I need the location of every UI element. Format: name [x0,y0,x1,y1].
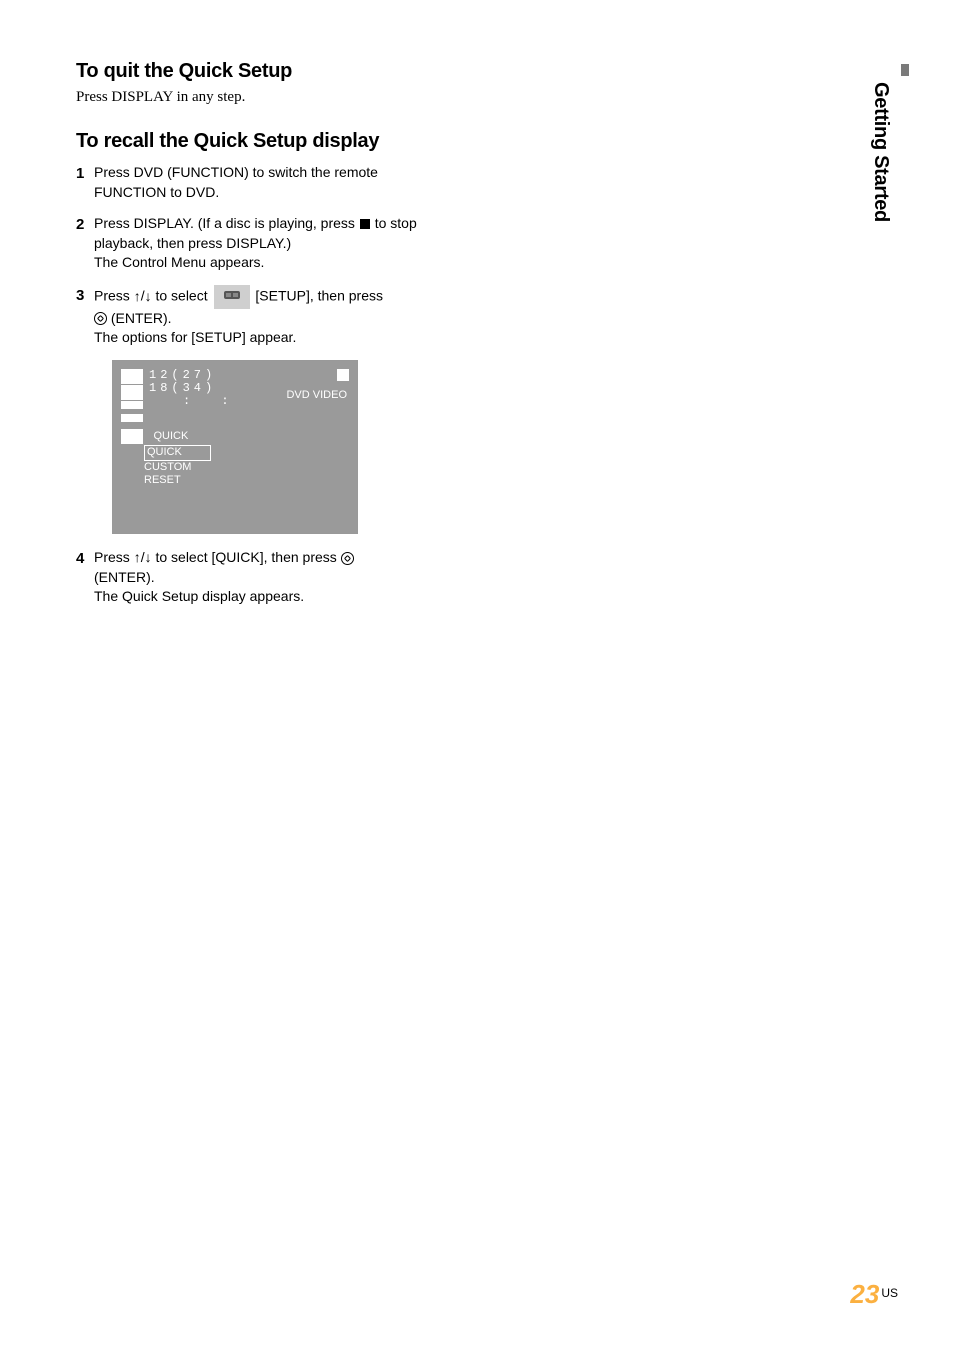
step2-line2: The Control Menu appears. [94,254,264,270]
quit-body: Press DISPLAY in any step. [76,89,596,106]
osd-top: 12(27) 18(34) : : [121,369,241,409]
down-arrow-icon: ↓ [145,287,152,307]
osd-submenu-reset: RESET [144,474,211,488]
step3-setup: [SETUP], then press [252,287,384,303]
osd-submenu-quick: QUICK [144,445,211,461]
osd-submenu-custom: CUSTOM [144,461,211,475]
up-arrow-icon: ↑ [134,287,141,307]
side-tab-marker [901,64,909,76]
osd-strip-icon [121,401,143,409]
osd-chapter-icon [121,385,143,400]
osd-dots: : : [149,395,241,408]
recall-heading: To recall the Quick Setup display [76,130,596,153]
step-body: Press ↑/↓ to select [QUICK], then press … [94,548,454,607]
enter-icon [341,552,354,565]
setup-icon-box [214,285,250,309]
step-1: 1 Press DVD (FUNCTION) to switch the rem… [76,163,596,202]
up-arrow-icon: ↑ [134,548,141,568]
step3-line2: The options for [SETUP] appear. [94,329,296,345]
setup-icon [224,289,240,301]
osd-icon-column [121,369,143,409]
step-number: 2 [76,214,94,273]
page-region: US [881,1286,898,1300]
enter-icon [94,312,107,325]
step-4: 4 Press ↑/↓ to select [QUICK], then pres… [76,548,596,607]
osd-numbers: 12(27) 18(34) : : [149,369,241,409]
osd-setup-icon [121,429,143,444]
stop-icon [360,219,370,229]
step4-line2: The Quick Setup display appears. [94,588,304,604]
step-number: 4 [76,548,94,607]
osd-screenshot: 12(27) 18(34) : : DVD VIDEO QUICK QUICK … [112,360,358,534]
page-num-value: 23 [850,1279,879,1309]
osd-title-icon [121,369,143,384]
step-body: Press DISPLAY. (If a disc is playing, pr… [94,214,454,273]
down-arrow-icon: ↓ [145,548,152,568]
main-content: To quit the Quick Setup Press DISPLAY in… [76,60,596,619]
osd-line1: 12(27) [149,369,241,382]
step2-pre: Press DISPLAY. (If a disc is playing, pr… [94,215,359,231]
step4-mid: to select [QUICK], then press [152,549,341,565]
osd-strip-icon-2 [121,414,143,422]
step4-pre: Press [94,549,134,565]
side-tab: Getting Started [869,64,899,274]
step-number: 1 [76,163,94,202]
page-number: 23US [850,1279,898,1310]
step-body: Press ↑/↓ to select [SETUP], then press … [94,285,474,348]
osd-disc-type: DVD VIDEO [286,389,347,401]
osd-submenu: QUICK CUSTOM RESET [144,445,211,488]
step-number: 3 [76,285,94,348]
step4-enter: (ENTER). [94,569,155,585]
step-body: Press DVD (FUNCTION) to switch the remot… [94,163,454,202]
osd-play-indicator [337,369,349,381]
osd-menu-label: QUICK [153,429,188,444]
step3-pre: Press [94,287,134,303]
step-3: 3 Press ↑/↓ to select [SETUP], then pres… [76,285,596,348]
step-2: 2 Press DISPLAY. (If a disc is playing, … [76,214,596,273]
step3-enter: (ENTER). [107,310,172,326]
side-tab-label: Getting Started [869,82,892,222]
quit-heading: To quit the Quick Setup [76,60,596,83]
step3-mid: to select [152,287,212,303]
